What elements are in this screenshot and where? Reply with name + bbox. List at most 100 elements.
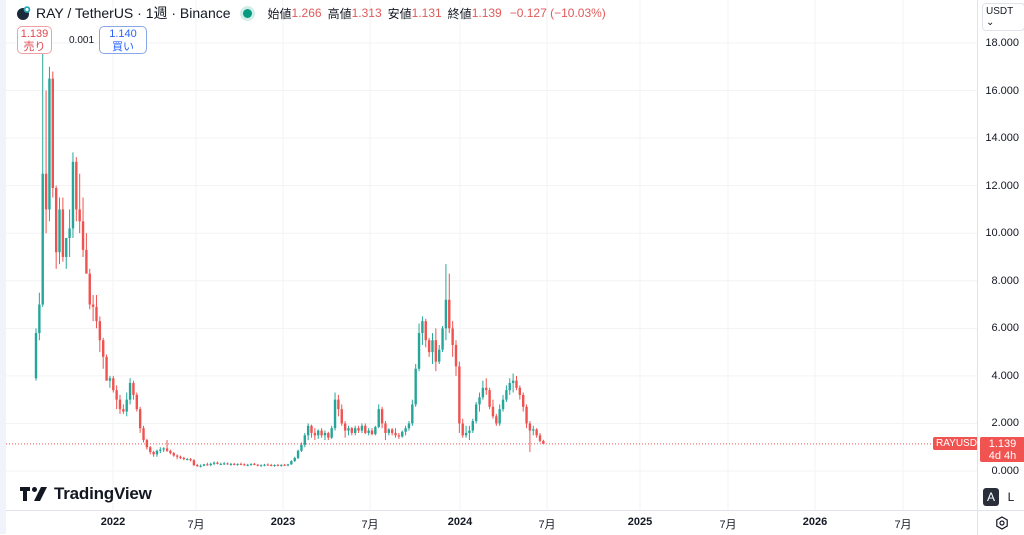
price-axis-label: 6.000 (991, 322, 1019, 335)
candle (411, 399, 414, 426)
candle (303, 432, 306, 448)
time-axis-label: 7月 (187, 519, 205, 531)
candle (149, 446, 152, 455)
candle (196, 463, 199, 467)
candle (38, 292, 41, 341)
time-axis-label: 7月 (719, 519, 737, 531)
candle (122, 404, 125, 414)
candle (458, 361, 461, 433)
candle (515, 375, 518, 391)
candle (478, 392, 481, 412)
buy-label: 買い (112, 41, 134, 53)
candle (68, 209, 71, 257)
candle (165, 440, 169, 452)
candle (367, 428, 370, 436)
price-axis[interactable]: USDT ⌄ 18.000 16.000 14.000 12.000 10.000 8.0… (977, 0, 1024, 510)
candle (474, 402, 478, 424)
candle (424, 318, 427, 348)
symbol-title[interactable]: RAY / TetherUS · 1週 · Binance (36, 5, 231, 21)
buy-button[interactable]: 1.140 買い (99, 26, 147, 54)
candle (535, 428, 538, 438)
tradingview-logo[interactable]: TradingView (20, 484, 152, 504)
price-axis-label: 4.000 (991, 369, 1019, 382)
candle (280, 464, 283, 467)
price-axis-label: 16.000 (985, 84, 1019, 97)
time-axis-label: 7月 (361, 519, 379, 531)
candle (306, 423, 310, 441)
candle (95, 295, 98, 329)
candle (451, 321, 454, 357)
log-scale-button[interactable]: L (1003, 488, 1019, 506)
candle (296, 449, 300, 460)
sell-button[interactable]: 1.139 売り (17, 26, 52, 54)
candle (290, 460, 293, 465)
candle (441, 325, 444, 353)
candle (34, 328, 38, 381)
candle (81, 197, 85, 257)
candle (246, 463, 249, 467)
candle (498, 404, 501, 426)
price-axis-label: 18.000 (985, 36, 1019, 49)
candle (54, 185, 58, 269)
candle (495, 413, 498, 426)
settings-button[interactable] (977, 510, 1024, 535)
candle (468, 425, 471, 441)
candle (434, 328, 438, 372)
candle (384, 421, 387, 441)
logo-text: TradingView (54, 484, 152, 503)
candle (115, 385, 118, 410)
candle (263, 463, 266, 467)
auto-scale-button[interactable]: A (983, 488, 999, 506)
price-axis-label: 10.000 (985, 227, 1019, 240)
candle (518, 385, 522, 400)
candle (159, 447, 162, 454)
candle (233, 462, 236, 466)
candle (293, 456, 296, 462)
candle (102, 337, 105, 369)
candle (276, 463, 280, 467)
high-value: 1.313 (351, 6, 382, 20)
candle (380, 406, 384, 429)
candlestick-chart[interactable] (6, 0, 977, 510)
chart-pane[interactable]: RAY / TetherUS · 1週 · Binance 始値 1.266 高値… (6, 0, 987, 510)
candle (485, 378, 488, 395)
candle (206, 462, 209, 466)
candle (394, 428, 397, 438)
candle (253, 462, 256, 466)
candle (229, 462, 233, 466)
candle (192, 459, 196, 467)
price-axis-label: 8.000 (991, 274, 1019, 287)
candle (61, 197, 65, 262)
candle (364, 423, 367, 435)
candle (209, 462, 212, 467)
candle (501, 394, 505, 412)
candle (283, 463, 286, 466)
time-axis[interactable]: 2022 7月 2023 7月 2024 7月 2025 7月 2026 7月 (6, 510, 977, 535)
candle (48, 66, 51, 222)
candle (236, 463, 239, 466)
candle (350, 427, 354, 436)
candle (454, 340, 458, 376)
time-axis-label: 2025 (627, 516, 653, 528)
ray-coin-icon (17, 6, 31, 20)
candle (343, 421, 347, 438)
candle (357, 425, 360, 433)
currency-selector[interactable]: USDT ⌄ (982, 3, 1024, 31)
candle (397, 432, 401, 439)
last-price: 1.139 (988, 438, 1017, 450)
candle (249, 463, 253, 466)
candle (179, 455, 182, 460)
low-value: 1.131 (411, 6, 442, 20)
candle (91, 295, 95, 322)
spread-value: 0.001 (69, 35, 95, 46)
sell-price: 1.139 (20, 28, 49, 40)
candle (387, 428, 390, 436)
sell-label: 売り (23, 41, 46, 53)
candle (522, 392, 525, 412)
candle (128, 378, 132, 405)
bar-countdown: 4d 4h (988, 450, 1017, 462)
candle (145, 438, 149, 450)
candle (155, 449, 159, 457)
candle (138, 406, 142, 433)
buy-price: 1.140 (109, 28, 137, 40)
